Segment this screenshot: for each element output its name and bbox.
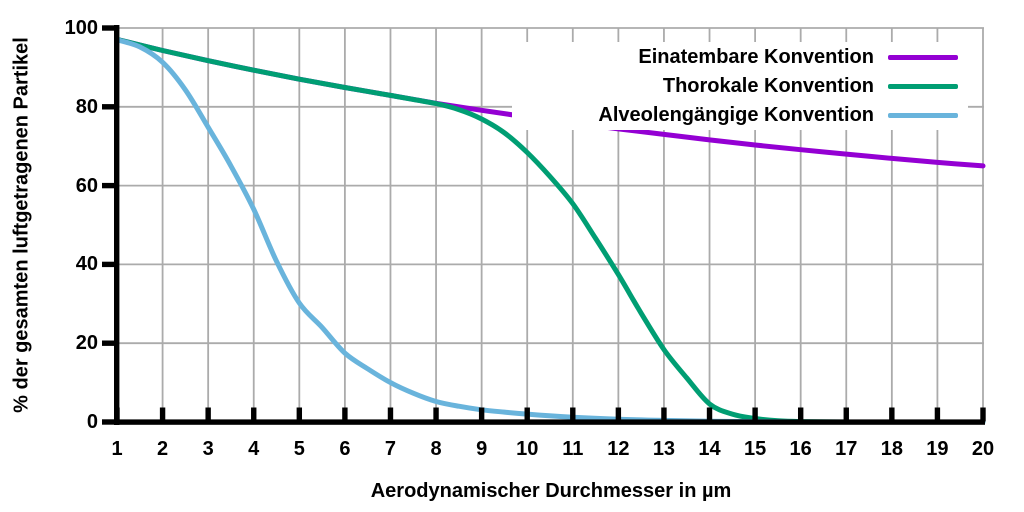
y-axis-title: % der gesamten luftgetragenen Partikel [10, 37, 33, 413]
x-tick-label: 18 [880, 438, 903, 460]
x-tick-mark [661, 407, 667, 422]
x-axis-line [114, 419, 985, 425]
y-tick-mark [102, 419, 119, 425]
x-tick-label: 16 [789, 438, 812, 460]
y-axis-line [114, 25, 120, 425]
x-tick-label: 4 [248, 438, 260, 460]
x-tick-label: 5 [293, 438, 305, 460]
x-tick-mark [387, 407, 394, 422]
y-tick-label: 60 [75, 174, 98, 197]
y-tick-mark [102, 104, 119, 110]
y-tick-label: 80 [75, 95, 98, 118]
x-tick-label: 7 [384, 438, 397, 460]
x-tick-label: 1 [111, 438, 123, 460]
x-tick-mark [342, 407, 348, 422]
x-tick-mark [980, 407, 986, 422]
legend-item-einatembare: Einatembare Konvention [512, 43, 968, 71]
x-tick-label: 20 [971, 438, 995, 460]
x-axis-title: Aerodynamischer Durchmesser in µm [370, 480, 732, 502]
legend-label: Einatembare Konvention [638, 45, 874, 68]
x-tick-mark [843, 407, 849, 422]
x-tick-label: 14 [698, 438, 721, 460]
x-tick-mark [159, 407, 166, 422]
legend-line-swatch [888, 54, 958, 60]
y-tick-label: 20 [75, 332, 98, 355]
legend-label: Alveolengängige Konvention [598, 103, 874, 126]
x-tick-mark [114, 407, 120, 422]
x-tick-label: 17 [835, 438, 858, 460]
x-tick-mark [889, 407, 895, 422]
x-tick-label: 15 [743, 438, 767, 460]
x-tick-mark [433, 407, 439, 422]
x-tick-label: 12 [607, 438, 630, 460]
x-tick-mark [934, 407, 941, 422]
y-tick-mark [102, 261, 119, 268]
x-tick-mark [296, 407, 303, 422]
legend-line-swatch [888, 83, 958, 89]
x-tick-label: 8 [430, 438, 442, 460]
x-tick-mark [524, 407, 530, 422]
y-tick-label: 0 [86, 411, 98, 433]
legend-item-alveolengaengige: Alveolengängige Konvention [512, 101, 968, 129]
x-tick-label: 9 [476, 438, 488, 460]
x-tick-label: 13 [652, 438, 676, 460]
x-tick-mark [615, 407, 622, 422]
x-tick-mark [706, 407, 713, 422]
y-tick-mark [102, 25, 119, 31]
x-tick-label: 2 [157, 438, 169, 460]
legend-line-swatch [888, 112, 958, 118]
y-tick-mark [102, 182, 119, 189]
x-tick-mark [478, 407, 485, 422]
x-tick-label: 19 [926, 438, 949, 460]
x-tick-mark [797, 407, 804, 422]
x-tick-mark [251, 407, 257, 422]
y-tick-mark [102, 340, 119, 346]
x-tick-label: 10 [516, 438, 539, 460]
x-tick-mark [570, 407, 576, 422]
legend: Einatembare Konvention Thorokale Konvent… [512, 42, 968, 130]
x-tick-label: 3 [202, 438, 214, 460]
legend-item-thorokale: Thorokale Konvention [512, 72, 968, 100]
x-tick-mark [205, 407, 211, 422]
y-tick-label: 100 [64, 17, 98, 39]
y-tick-label: 40 [75, 253, 98, 276]
legend-label: Thorokale Konvention [662, 74, 874, 97]
x-tick-mark [752, 407, 758, 422]
x-tick-label: 6 [339, 438, 351, 460]
x-tick-label: 11 [562, 438, 584, 460]
